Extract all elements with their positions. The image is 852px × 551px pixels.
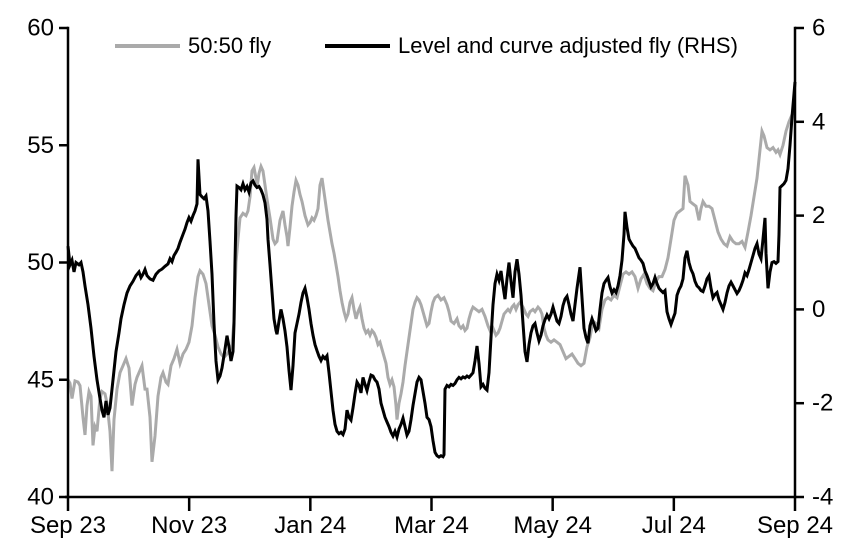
x-axis-tick-label: Mar 24 [394, 512, 469, 539]
legend-swatch-5050-fly [115, 44, 180, 48]
x-axis-tick-label: Sep 24 [757, 512, 833, 539]
right-axis-tick-label: -4 [812, 484, 833, 511]
left-axis-tick-label: 60 [27, 15, 54, 42]
x-axis-tick-label: Jul 24 [642, 512, 706, 539]
legend-label-5050-fly: 50:50 fly [188, 33, 272, 58]
x-axis-tick-label: May 24 [513, 512, 592, 539]
right-axis-tick-label: 6 [812, 15, 825, 42]
x-axis-tick-label: Nov 23 [151, 512, 227, 539]
x-axis-tick-label: Jan 24 [274, 512, 346, 539]
series-level-curve-adjusted-fly-line [66, 81, 797, 459]
legend-item-5050-fly: 50:50 fly [115, 34, 271, 58]
left-axis-tick-label: 45 [27, 366, 54, 393]
legend-item-level-curve-adjusted-fly: Level and curve adjusted fly (RHS) [325, 34, 738, 58]
x-axis-tick-label: Sep 23 [30, 512, 106, 539]
right-axis-tick-label: 2 [812, 202, 825, 229]
left-axis-tick-label: 55 [27, 132, 54, 159]
legend-swatch-level-curve-adjusted-fly [325, 44, 390, 48]
series-5050-fly-line [66, 110, 797, 472]
right-axis-tick-label: 0 [812, 296, 825, 323]
right-axis-tick-label: 4 [812, 108, 825, 135]
left-axis-tick-label: 40 [27, 484, 54, 511]
right-axis-tick-label: -2 [812, 390, 833, 417]
legend-label-level-curve-adjusted-fly: Level and curve adjusted fly (RHS) [398, 33, 738, 58]
left-axis-tick-label: 50 [27, 249, 54, 276]
